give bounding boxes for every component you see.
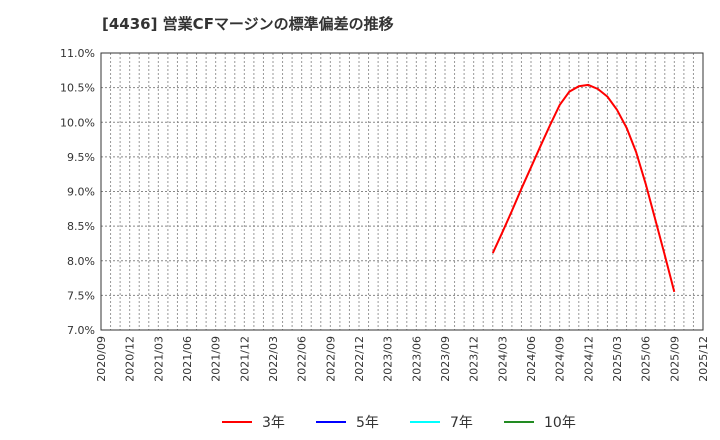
legend-swatch-7y: [410, 421, 440, 423]
svg-text:2021/12: 2021/12: [238, 336, 251, 382]
legend-label-5y: 5年: [356, 415, 379, 431]
legend-swatch-10y: [504, 421, 534, 423]
svg-text:2023/03: 2023/03: [382, 336, 395, 382]
legend-swatch-5y: [316, 421, 346, 423]
svg-text:8.0%: 8.0%: [67, 255, 95, 268]
svg-text:10.5%: 10.5%: [60, 82, 95, 95]
svg-text:9.0%: 9.0%: [67, 186, 95, 199]
svg-text:2022/12: 2022/12: [353, 336, 366, 382]
svg-text:2023/09: 2023/09: [439, 336, 452, 382]
legend-label-10y: 10年: [544, 415, 576, 431]
svg-text:2021/09: 2021/09: [210, 336, 223, 382]
legend-label-7y: 7年: [450, 415, 473, 431]
legend-item-3y: 3年: [222, 412, 285, 432]
grid-lines: [101, 53, 703, 330]
svg-text:2025/09: 2025/09: [668, 336, 681, 382]
x-axis-ticks: 2020/09 2020/12 2021/03 2021/06 2021/09 2021/…: [95, 336, 710, 382]
legend-label-3y: 3年: [262, 415, 285, 431]
series-line-3年: [491, 83, 676, 293]
svg-text:2023/12: 2023/12: [468, 336, 481, 382]
svg-text:2022/06: 2022/06: [296, 336, 309, 382]
legend-item-10y: 10年: [504, 412, 576, 432]
svg-text:2024/06: 2024/06: [525, 336, 538, 382]
legend-swatch-3y: [222, 421, 252, 423]
svg-text:2023/06: 2023/06: [410, 336, 423, 382]
svg-text:10.0%: 10.0%: [60, 116, 95, 129]
svg-text:2022/09: 2022/09: [324, 336, 337, 382]
svg-text:2024/09: 2024/09: [554, 336, 567, 382]
svg-text:8.5%: 8.5%: [67, 220, 95, 233]
svg-text:2020/09: 2020/09: [95, 336, 108, 382]
svg-text:2024/12: 2024/12: [582, 336, 595, 382]
svg-text:2022/03: 2022/03: [267, 336, 280, 382]
svg-text:9.5%: 9.5%: [67, 151, 95, 164]
svg-text:2021/06: 2021/06: [181, 336, 194, 382]
legend-item-7y: 7年: [410, 412, 473, 432]
svg-text:2025/06: 2025/06: [640, 336, 653, 382]
svg-text:2021/03: 2021/03: [152, 336, 165, 382]
svg-text:11.0%: 11.0%: [60, 47, 95, 60]
plot-frame: [100, 52, 704, 331]
svg-text:2025/03: 2025/03: [611, 336, 624, 382]
legend-item-5y: 5年: [316, 412, 379, 432]
chart-title: [4436] 営業CFマージンの標準偏差の推移: [102, 15, 394, 33]
svg-text:2020/12: 2020/12: [124, 336, 137, 382]
data-series: [491, 83, 676, 293]
svg-text:2025/12: 2025/12: [697, 336, 710, 382]
svg-text:2024/03: 2024/03: [496, 336, 509, 382]
svg-text:7.0%: 7.0%: [67, 324, 95, 337]
svg-text:7.5%: 7.5%: [67, 289, 95, 302]
y-axis-ticks: 7.0% 7.5% 8.0% 8.5% 9.0% 9.5% 10.0% 10.5% 11.0%: [60, 47, 95, 337]
